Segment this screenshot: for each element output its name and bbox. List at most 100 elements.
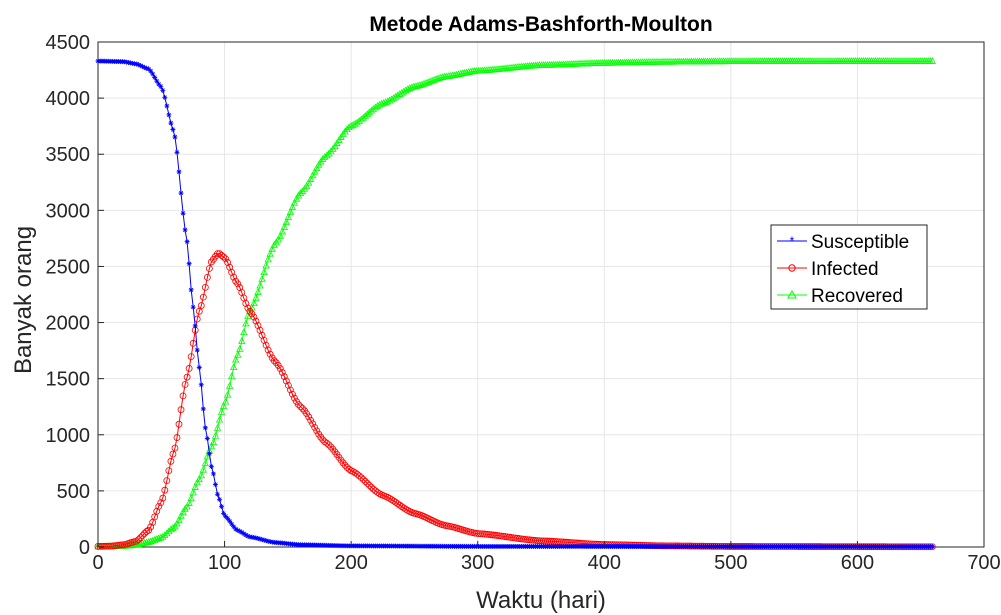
susceptible-point — [239, 529, 245, 535]
infected-point — [171, 444, 179, 452]
recovered-point — [286, 208, 295, 215]
susceptible-point — [221, 510, 227, 516]
infected-point — [230, 273, 238, 281]
susceptible-point — [192, 323, 198, 329]
recovered-point — [304, 178, 313, 186]
infected-point — [309, 420, 317, 428]
recovered-point — [278, 227, 286, 235]
y-axis-title: Banyak orang — [10, 226, 37, 374]
infected-point — [313, 427, 321, 435]
y-tick-label: 1500 — [46, 369, 91, 391]
susceptible-point — [194, 347, 200, 353]
susceptible-point — [225, 515, 231, 521]
recovered-point — [359, 113, 367, 121]
susceptible-point — [245, 533, 251, 539]
recovered-point — [165, 527, 173, 535]
infected-point — [133, 537, 140, 545]
susceptible-point — [263, 538, 269, 544]
infected-point — [355, 472, 363, 480]
recovered-point — [221, 397, 230, 405]
recovered-point — [363, 110, 372, 118]
infected-point — [361, 478, 369, 485]
susceptible-point — [188, 287, 194, 293]
recovered-point — [365, 108, 374, 116]
susceptible-point — [237, 528, 243, 534]
recovered-point — [236, 345, 244, 352]
recovered-point — [460, 69, 469, 76]
susceptible-point — [138, 63, 144, 69]
recovered-point — [183, 502, 191, 510]
infected-point — [359, 476, 367, 483]
infected-point — [282, 377, 290, 385]
legend-label-recovered: Recovered — [811, 286, 903, 307]
recovered-point — [140, 538, 149, 546]
recovered-point — [367, 106, 376, 114]
recovered-point — [292, 194, 301, 202]
infected-point — [169, 450, 177, 458]
infected-point — [270, 357, 278, 365]
recovered-point — [195, 475, 203, 483]
infected-point — [402, 505, 410, 513]
infected-point — [181, 381, 189, 388]
legend-label-infected: Infected — [811, 259, 879, 280]
infected-point — [218, 251, 225, 259]
infected-point — [323, 439, 331, 447]
recovered-point — [181, 505, 189, 512]
infected-point — [135, 536, 142, 544]
recovered-point — [187, 494, 195, 501]
recovered-point — [256, 281, 264, 289]
series-susceptible — [95, 58, 935, 550]
susceptible-point — [233, 526, 239, 532]
infected-point — [325, 441, 333, 449]
susceptible-point — [125, 59, 131, 65]
recovered-point — [284, 213, 293, 220]
infected-point — [291, 394, 298, 402]
recovered-point — [313, 164, 321, 172]
y-tick-label: 4000 — [46, 88, 91, 110]
infected-point — [187, 353, 195, 360]
susceptible-point — [172, 134, 178, 140]
recovered-point — [282, 218, 291, 225]
susceptible-point — [261, 537, 267, 543]
infected-point — [280, 373, 288, 380]
infected-point — [216, 250, 223, 258]
infected-point — [137, 534, 144, 542]
x-tick-label: 400 — [588, 552, 621, 574]
susceptible-point — [217, 496, 223, 502]
legend-label-susceptible: Susceptible — [811, 232, 909, 253]
recovered-point — [325, 149, 333, 157]
x-tick-label: 200 — [334, 552, 367, 574]
recovered-point — [185, 499, 193, 506]
recovered-point — [410, 82, 418, 90]
infected-point — [345, 465, 353, 473]
infected-point — [311, 423, 319, 431]
y-tick-label: 2000 — [46, 313, 91, 335]
susceptible-point — [251, 535, 257, 541]
recovered-point — [361, 112, 369, 119]
recovered-point — [238, 337, 246, 344]
recovered-point — [454, 70, 463, 78]
recovered-point — [357, 115, 365, 123]
infected-point — [203, 273, 211, 281]
susceptible-point — [180, 210, 186, 216]
recovered-point — [276, 231, 284, 239]
recovered-point — [230, 363, 238, 370]
susceptible-point — [257, 536, 263, 542]
x-axis-title: Waktu (hari) — [476, 587, 606, 614]
recovered-point — [306, 175, 315, 182]
recovered-point — [189, 488, 197, 496]
recovered-point — [217, 408, 226, 415]
infected-point — [201, 283, 209, 291]
susceptible-point — [170, 127, 176, 133]
recovered-point — [928, 57, 937, 64]
infected-point — [173, 434, 181, 441]
infected-point — [167, 457, 175, 465]
x-tick-label: 100 — [208, 552, 241, 574]
recovered-point — [450, 71, 459, 78]
recovered-point — [254, 288, 262, 295]
recovered-point — [169, 524, 177, 531]
recovered-point — [258, 275, 266, 282]
recovered-point — [138, 539, 147, 547]
recovered-point — [438, 73, 446, 80]
infected-point — [242, 300, 250, 307]
